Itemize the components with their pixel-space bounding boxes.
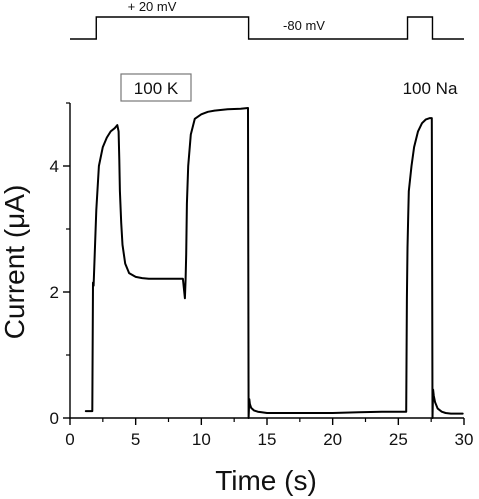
x-axis-ticks: 0 5 10 15 20 25 30 (65, 418, 473, 449)
x-tick-label: 0 (65, 430, 74, 449)
x-tick-label: 20 (323, 430, 342, 449)
plot-axes (69, 103, 464, 419)
x-tick-label: 25 (389, 430, 408, 449)
x-tick-label: 5 (131, 430, 140, 449)
protocol-label-high: + 20 mV (128, 0, 177, 14)
voltage-protocol-line (70, 16, 464, 40)
x-tick-label: 30 (455, 430, 474, 449)
x-axis-title: Time (s) (215, 465, 317, 496)
x-tick-label: 10 (192, 430, 211, 449)
y-axis-title: Current (μA) (0, 185, 30, 340)
x-tick-label: 15 (258, 430, 277, 449)
y-tick-label: 0 (50, 409, 59, 428)
y-tick-label: 4 (50, 157, 59, 176)
protocol-label-low: -80 mV (283, 18, 325, 33)
current-trace-line (84, 107, 464, 419)
annotation-box (120, 73, 192, 102)
voltage-protocol: + 20 mV -80 mV (70, 0, 464, 40)
y-tick-label: 2 (50, 283, 59, 302)
annotation-100-k: 100 K (134, 79, 179, 98)
annotations: 100 K 100 Na (120, 73, 458, 102)
annotation-100-na: 100 Na (403, 79, 458, 98)
y-axis-ticks: 0 2 4 (50, 102, 70, 428)
